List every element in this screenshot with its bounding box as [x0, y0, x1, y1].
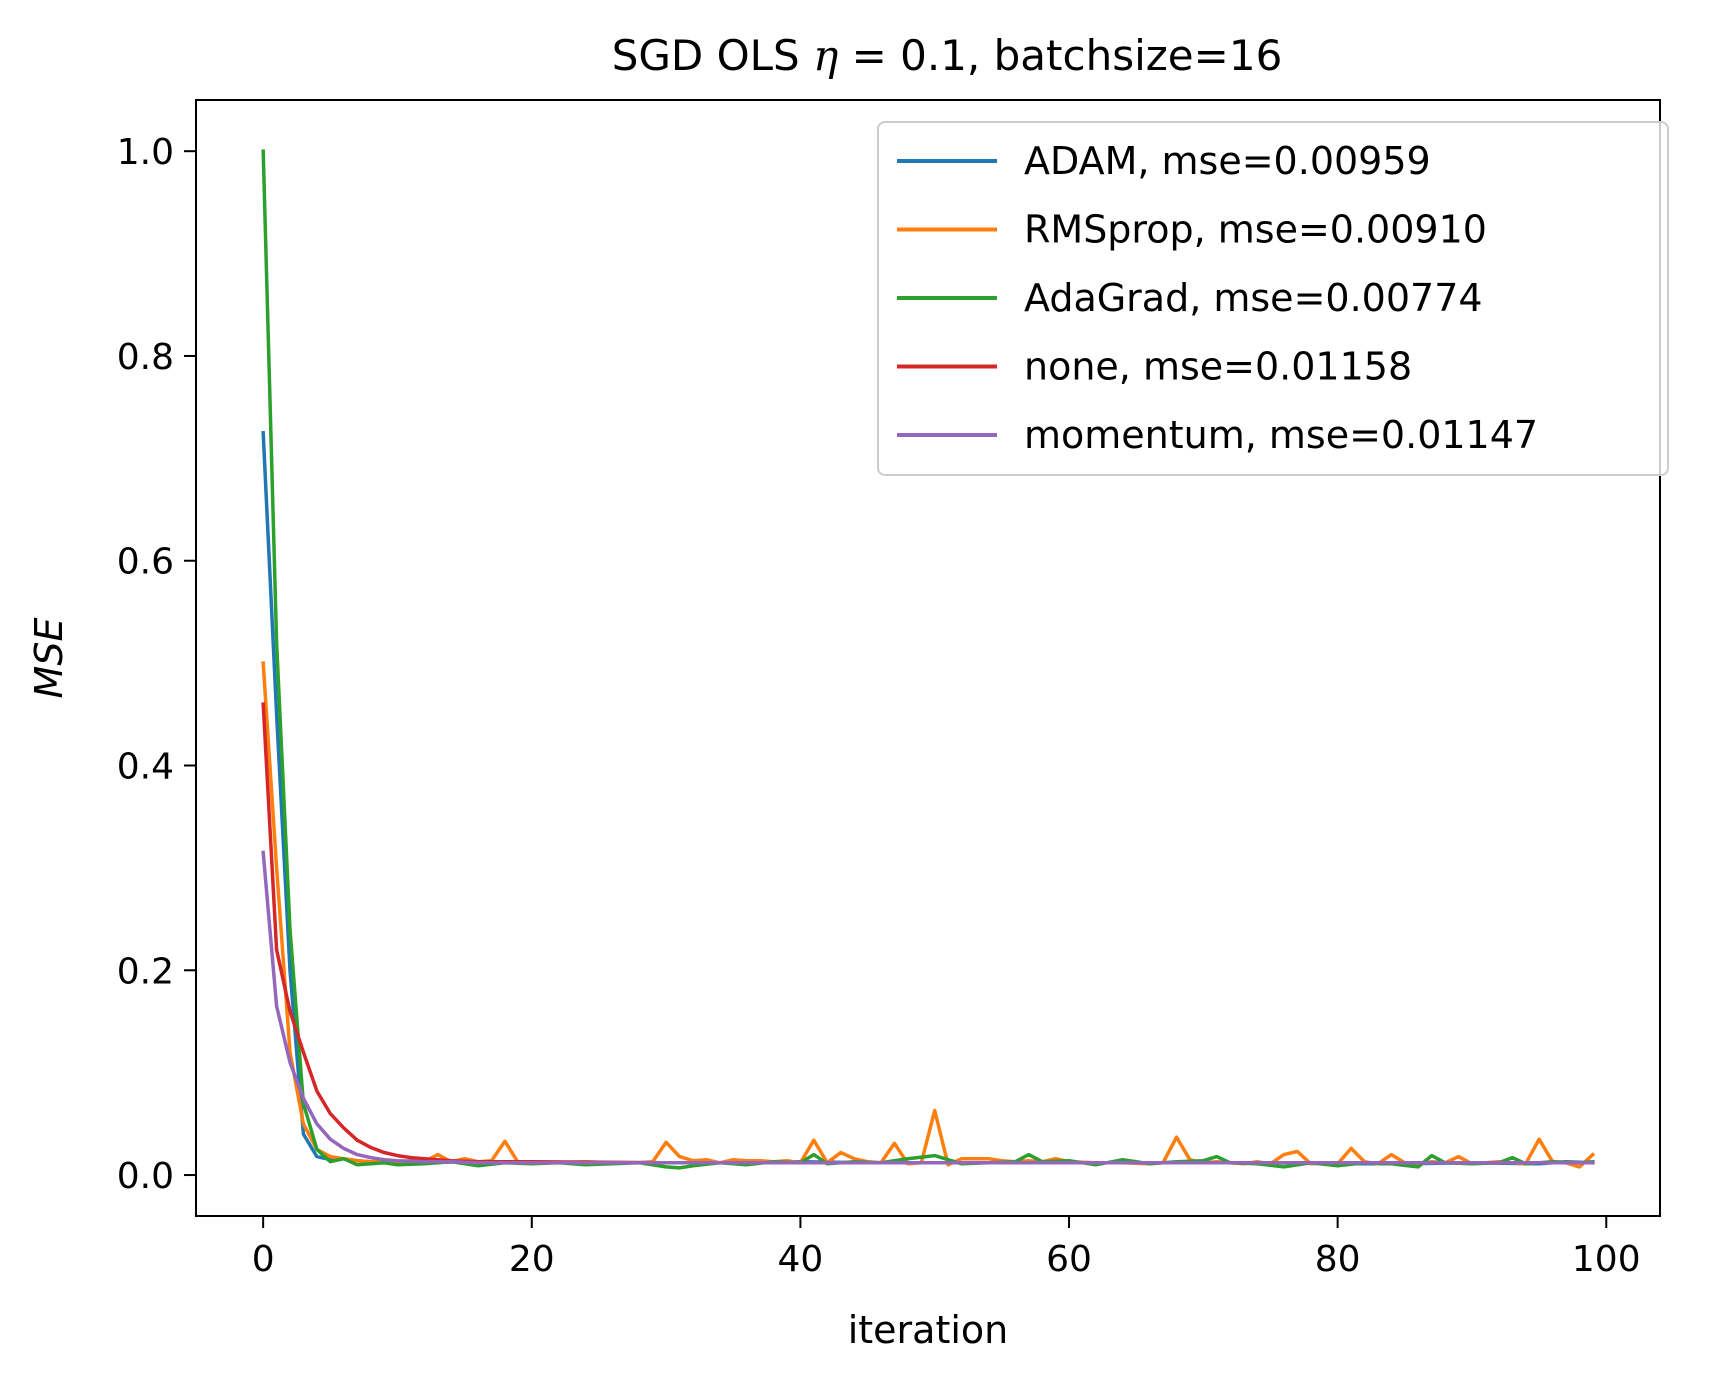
x-tick-label: 0: [252, 1239, 275, 1280]
legend-label: ADAM, mse=0.00959: [1024, 139, 1431, 183]
series-line-4: [261, 850, 1595, 1165]
legend-label: none, mse=0.01158: [1024, 345, 1412, 389]
legend-label: AdaGrad, mse=0.00774: [1024, 276, 1483, 320]
x-tick-label: 100: [1572, 1239, 1641, 1280]
x-tick-label: 80: [1315, 1239, 1361, 1280]
axes-frame: [195, 99, 1661, 1217]
x-tick-label: 20: [509, 1239, 555, 1280]
title-suffix: = 0.1, batchsize=16: [838, 31, 1282, 80]
x-tick-label: 60: [1046, 1239, 1092, 1280]
title-prefix: SGD OLS: [612, 31, 813, 80]
y-axis: 0.0 0.2 0.4 0.6 0.8 1.0: [117, 132, 196, 1197]
x-axis: 0 20 40 60 80 100: [252, 1216, 1641, 1280]
x-tick-label: 40: [777, 1239, 823, 1280]
y-tick-label: 0.4: [117, 747, 174, 788]
plot-area: [261, 149, 1596, 1170]
legend-label: momentum, mse=0.01147: [1024, 413, 1538, 457]
legend: ADAM, mse=0.00959 RMSprop, mse=0.00910 Ada…: [877, 121, 1669, 476]
legend-box: [877, 121, 1669, 476]
y-tick-label: 0.0: [117, 1156, 174, 1197]
y-tick-label: 0.2: [117, 951, 174, 992]
chart-title: SGD OLS η = 0.1, batchsize=16: [612, 31, 1283, 80]
y-tick-label: 0.6: [117, 542, 174, 583]
x-axis-label: iteration: [848, 1308, 1009, 1352]
y-tick-label: 0.8: [117, 337, 174, 378]
legend-label: RMSprop, mse=0.00910: [1024, 208, 1487, 252]
y-axis-label: MSE: [27, 618, 71, 699]
y-tick-label: 1.0: [117, 132, 174, 173]
series-layer: [261, 149, 1596, 1170]
title-eta: η: [813, 31, 838, 80]
